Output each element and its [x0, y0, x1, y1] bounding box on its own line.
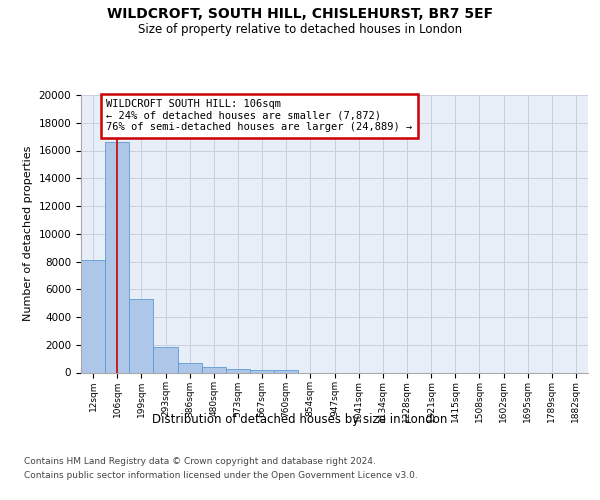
Bar: [274, 370, 298, 372]
Text: WILDCROFT, SOUTH HILL, CHISLEHURST, BR7 5EF: WILDCROFT, SOUTH HILL, CHISLEHURST, BR7 …: [107, 8, 493, 22]
Y-axis label: Number of detached properties: Number of detached properties: [23, 146, 33, 322]
Bar: [154, 347, 178, 372]
Text: Size of property relative to detached houses in London: Size of property relative to detached ho…: [138, 22, 462, 36]
Bar: [129, 299, 154, 372]
Bar: [250, 370, 274, 372]
Text: Contains public sector information licensed under the Open Government Licence v3: Contains public sector information licen…: [24, 471, 418, 480]
Bar: [226, 368, 250, 372]
Text: WILDCROFT SOUTH HILL: 106sqm
← 24% of detached houses are smaller (7,872)
76% of: WILDCROFT SOUTH HILL: 106sqm ← 24% of de…: [106, 99, 413, 132]
Text: Contains HM Land Registry data © Crown copyright and database right 2024.: Contains HM Land Registry data © Crown c…: [24, 457, 376, 466]
Text: Distribution of detached houses by size in London: Distribution of detached houses by size …: [152, 412, 448, 426]
Bar: [81, 260, 105, 372]
Bar: [105, 142, 129, 372]
Bar: [202, 368, 226, 372]
Bar: [178, 363, 202, 372]
